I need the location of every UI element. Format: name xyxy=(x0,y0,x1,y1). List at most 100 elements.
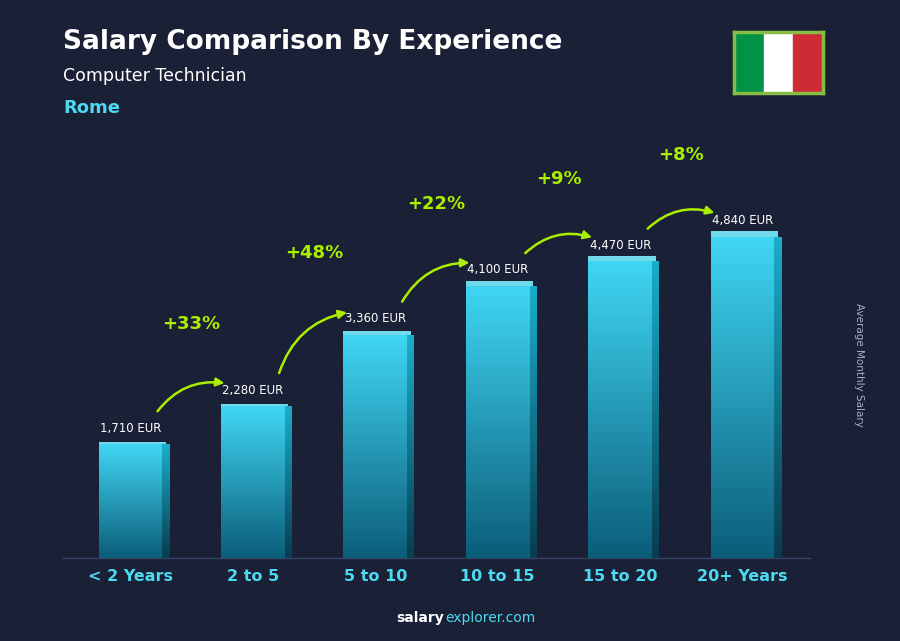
Bar xyxy=(466,517,529,521)
Bar xyxy=(407,554,415,558)
Bar xyxy=(775,494,782,499)
Bar xyxy=(466,453,529,458)
Bar xyxy=(711,531,775,537)
Bar xyxy=(466,286,529,290)
Bar xyxy=(711,387,775,392)
Bar xyxy=(711,296,775,301)
Bar xyxy=(284,417,292,419)
Bar xyxy=(529,485,537,490)
Bar xyxy=(652,449,660,454)
Bar xyxy=(162,482,169,484)
Text: Rome: Rome xyxy=(63,99,120,117)
Bar xyxy=(344,338,407,342)
Bar xyxy=(407,442,415,446)
Bar xyxy=(284,479,292,482)
Bar xyxy=(98,484,162,486)
Bar xyxy=(407,413,415,417)
Bar xyxy=(711,435,775,440)
Bar xyxy=(711,381,775,387)
Bar xyxy=(284,515,292,517)
Bar xyxy=(344,454,407,458)
Bar xyxy=(221,499,284,503)
Bar xyxy=(162,450,169,452)
Bar xyxy=(284,530,292,533)
Bar xyxy=(221,422,284,424)
Bar xyxy=(466,381,529,385)
Bar xyxy=(344,528,407,531)
Bar xyxy=(775,370,782,376)
Bar xyxy=(775,285,782,290)
Bar xyxy=(344,376,407,379)
Bar xyxy=(652,385,660,390)
Bar xyxy=(529,286,537,290)
Bar xyxy=(162,488,169,490)
Bar xyxy=(711,290,775,296)
Bar xyxy=(344,349,407,353)
Bar xyxy=(284,460,292,462)
Bar xyxy=(652,553,660,558)
Bar xyxy=(652,494,660,499)
Bar xyxy=(221,424,284,427)
Bar xyxy=(221,419,284,422)
Bar xyxy=(466,326,529,331)
Bar xyxy=(162,518,169,520)
Bar xyxy=(98,546,162,548)
Bar xyxy=(589,538,652,543)
Bar xyxy=(775,242,782,247)
Bar xyxy=(589,385,652,390)
Text: explorer.com: explorer.com xyxy=(446,611,536,625)
Bar xyxy=(284,542,292,545)
Bar xyxy=(652,434,660,439)
Bar xyxy=(407,346,415,350)
Bar xyxy=(466,521,529,526)
Bar xyxy=(529,326,537,331)
Bar xyxy=(407,531,415,535)
Bar xyxy=(466,549,529,553)
Bar xyxy=(284,469,292,472)
Bar xyxy=(344,506,407,510)
Bar xyxy=(162,490,169,492)
Bar xyxy=(652,463,660,469)
Bar xyxy=(407,431,415,435)
Bar xyxy=(711,429,775,435)
Bar xyxy=(589,553,652,558)
Bar xyxy=(162,492,169,494)
Bar xyxy=(162,456,169,458)
Bar xyxy=(529,381,537,385)
Bar xyxy=(466,449,529,453)
Bar xyxy=(589,355,652,360)
Bar xyxy=(652,513,660,518)
Bar xyxy=(711,510,775,515)
Bar xyxy=(711,515,775,520)
Bar xyxy=(711,301,775,306)
Bar xyxy=(466,372,529,376)
Bar xyxy=(589,528,652,533)
Bar xyxy=(529,417,537,422)
Bar xyxy=(711,397,775,403)
Bar xyxy=(221,495,284,497)
Bar xyxy=(589,379,652,385)
Text: Computer Technician: Computer Technician xyxy=(63,67,247,85)
Bar xyxy=(775,419,782,424)
Bar xyxy=(344,428,407,431)
Bar xyxy=(775,360,782,365)
Bar xyxy=(589,503,652,508)
Bar xyxy=(775,392,782,397)
Bar xyxy=(162,522,169,524)
Bar xyxy=(652,281,660,286)
Bar xyxy=(98,522,162,524)
Bar xyxy=(221,482,284,485)
Bar xyxy=(162,506,169,508)
Bar xyxy=(529,544,537,549)
Bar xyxy=(221,479,284,482)
Bar xyxy=(652,488,660,494)
Bar xyxy=(98,465,162,467)
Bar xyxy=(98,499,162,501)
Bar xyxy=(98,482,162,484)
Bar xyxy=(529,440,537,444)
Bar xyxy=(589,399,652,404)
Bar xyxy=(529,530,537,535)
Bar xyxy=(284,497,292,500)
Bar xyxy=(221,510,284,512)
Bar xyxy=(407,365,415,369)
